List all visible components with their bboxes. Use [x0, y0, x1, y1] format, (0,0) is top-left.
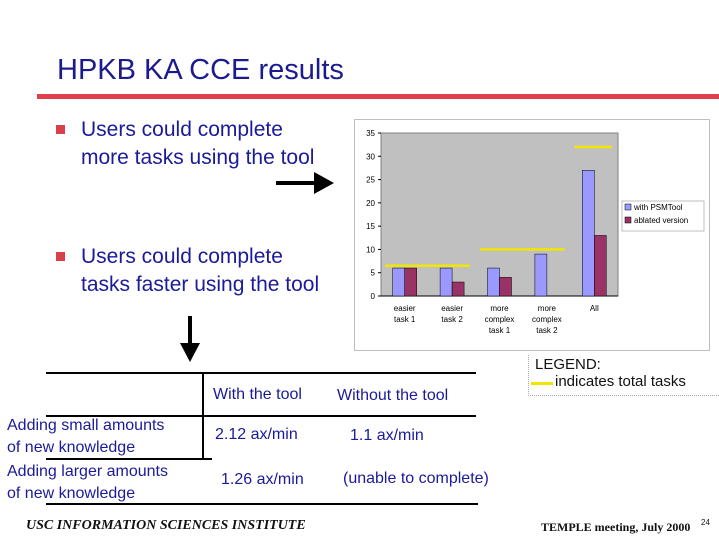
footer-meeting: TEMPLE meeting, July 2000: [541, 520, 691, 534]
footer-institute: USC INFORMATION SCIENCES INSTITUTE: [26, 518, 306, 533]
legend-box: [528, 355, 719, 396]
x-tick-label: task 2: [441, 315, 463, 324]
x-tick-label: more: [538, 304, 557, 313]
legend-swatch: [624, 216, 632, 224]
table-cell-without: 1.1 ax/min: [350, 427, 424, 444]
x-tick-label: All: [590, 304, 599, 313]
x-tick-label: more: [490, 304, 509, 313]
bar-ablated: [404, 267, 417, 297]
legend-swatch: [624, 203, 632, 211]
x-tick-label: task 1: [489, 326, 511, 335]
table-column-divider: [202, 374, 204, 460]
bar-ablated: [451, 281, 465, 297]
y-tick-label: 5: [371, 269, 376, 278]
x-tick-label: task 2: [536, 326, 558, 335]
x-tick-label: task 1: [394, 315, 416, 324]
bar-with-tool: [487, 267, 500, 297]
y-tick-label: 15: [366, 222, 375, 231]
table-row-label-line: Adding larger amounts: [7, 463, 168, 480]
bar-ablated: [499, 277, 512, 297]
y-tick-label: 35: [366, 129, 375, 138]
right-arrow-icon: [276, 172, 334, 194]
table-rule-row: [46, 458, 212, 460]
bar-with-tool: [439, 267, 453, 297]
y-tick-label: 25: [366, 176, 375, 185]
y-tick-label: 10: [366, 245, 375, 254]
bullet-text: Users could complete tasks faster using …: [81, 245, 320, 296]
x-tick-label: complex: [485, 315, 515, 324]
legend-total-line: [531, 382, 553, 385]
bullet-text: Users could complete more tasks using th…: [81, 118, 315, 169]
legend-item-text: indicates total tasks: [555, 373, 686, 390]
page-number: 24: [701, 518, 710, 527]
chart-legend-box: [621, 200, 705, 232]
table-row-label-line: of new knowledge: [7, 439, 136, 456]
table-row-label-line: of new knowledge: [7, 485, 136, 502]
bullet-marker: [56, 125, 65, 134]
title-underline: [37, 94, 719, 99]
bar-with-tool: [582, 170, 595, 297]
table-row-label: Adding larger amounts of new knowledge: [7, 461, 168, 505]
y-tick-label: 30: [366, 152, 375, 161]
bar-chart: 0 5 10 15 20 25 30 35 easier task 1 easier task 2 mo…: [354, 119, 710, 351]
table-cell-without: (unable to complete): [343, 470, 489, 487]
bar-ablated: [594, 235, 607, 297]
legend-label: ablated version: [634, 216, 688, 225]
table-cell-with: 1.26 ax/min: [221, 471, 304, 488]
down-arrow-icon: [180, 316, 200, 362]
y-tick-label: 0: [371, 292, 376, 301]
table-rule-top: [46, 372, 476, 374]
table-rule-header: [46, 415, 476, 417]
bullet-marker: [56, 252, 65, 261]
table-row-label: Adding small amounts of new knowledge: [7, 415, 164, 459]
legend-heading: LEGEND:: [535, 356, 601, 373]
y-tick-label: 20: [366, 199, 375, 208]
x-tick-label: easier: [394, 304, 416, 313]
bar-with-tool: [534, 253, 548, 297]
chart-canvas: 0 5 10 15 20 25 30 35 easier task 1 easier task 2 mo…: [366, 129, 705, 335]
table-row-label-line: Adding small amounts: [7, 417, 165, 434]
bar-with-tool: [392, 267, 405, 297]
table-header-without: Without the tool: [337, 387, 449, 404]
x-tick-label: complex: [532, 315, 562, 324]
table-rule-bottom: [46, 503, 478, 505]
table-cell-with: 2.12 ax/min: [215, 426, 298, 443]
x-tick-label: easier: [441, 304, 463, 313]
slide-title: HPKB KA CCE results: [57, 54, 344, 86]
table-header-with: With the tool: [213, 386, 302, 403]
legend-label: with PSMTool: [633, 203, 683, 212]
